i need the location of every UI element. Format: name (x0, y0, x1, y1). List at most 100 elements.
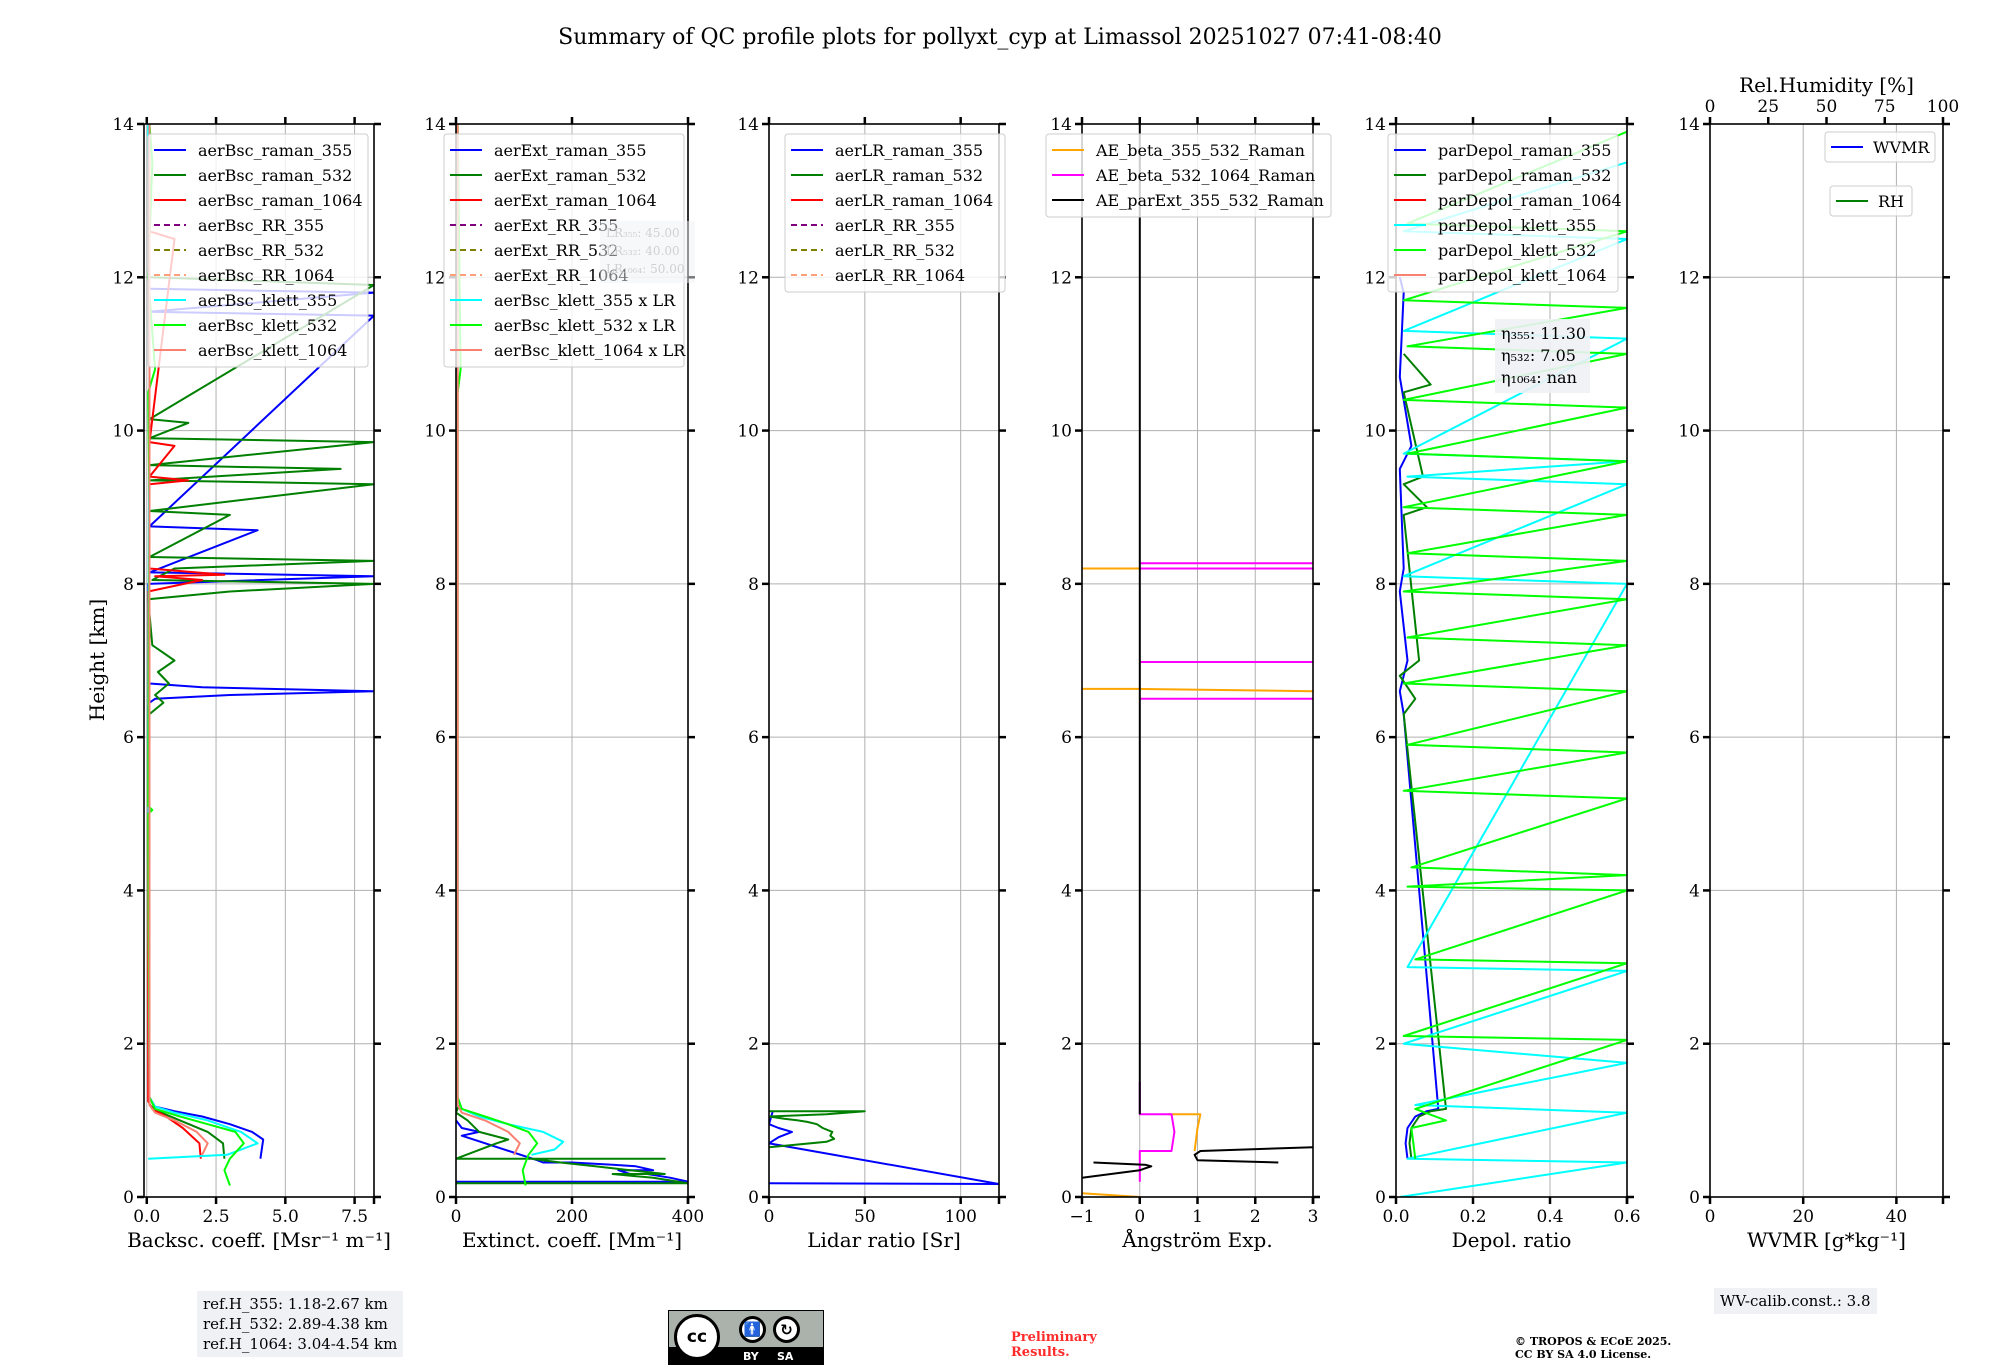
wv-calib-box: WV-calib.const.: 3.8 (1714, 1288, 1877, 1314)
legend-box-rh (1829, 185, 1913, 217)
y-tick-label: 6 (123, 728, 134, 748)
y-tick-label: 14 (1364, 115, 1386, 135)
legend-label: parDepol_raman_355 (1438, 141, 1611, 160)
series-line-aerext_raman_355 (456, 1119, 688, 1183)
legend-label: aerBsc_klett_1064 (198, 341, 347, 360)
legend-label: aerBsc_klett_355 (198, 291, 337, 310)
axes-frame (1395, 123, 1628, 1198)
y-tick-label: 0 (123, 1188, 134, 1208)
copyright-line-1: © TROPOS & ECoE 2025. (1515, 1335, 1672, 1348)
legend-label: parDepol_raman_532 (1438, 166, 1611, 185)
legend-label: aerExt_RR_355 (494, 216, 618, 235)
legend-label: aerExt_RR_1064 (494, 266, 629, 285)
x-tick-label: 40 (1886, 1207, 1908, 1227)
x-tick-label: 400 (672, 1207, 704, 1227)
x-tick-label: 2.5 (203, 1207, 230, 1227)
x-axis-label: Depol. ratio (1452, 1228, 1572, 1252)
x-tick-label: 200 (556, 1207, 588, 1227)
x-tick-label: 0.6 (1613, 1207, 1640, 1227)
legend-label: aerLR_raman_532 (835, 166, 983, 185)
y-tick-label: 12 (424, 268, 446, 288)
cc-icon: cc (674, 1314, 720, 1360)
legend-label: AE_parExt_355_532_Raman (1095, 191, 1324, 210)
y-tick-label: 6 (748, 728, 759, 748)
y-tick-label: 14 (1678, 115, 1700, 135)
x-tick-label: 0.0 (133, 1207, 160, 1227)
annotation-text: η₅₃₂: 7.05 (1501, 346, 1576, 365)
ref-heights-box: ref.H_355: 1.18-2.67 km ref.H_532: 2.89-… (197, 1291, 404, 1357)
legend-label: aerLR_RR_355 (835, 216, 955, 235)
legend-box (784, 133, 1006, 293)
series-line-ae_parext_355_532_raman (1193, 1146, 1313, 1164)
legend-label: aerBsc_raman_532 (198, 166, 352, 185)
y-tick-label: 2 (1375, 1035, 1386, 1055)
legend-label: aerBsc_klett_532 (198, 316, 337, 335)
legend-label: aerBsc_klett_532 x LR (494, 316, 676, 335)
legend-label: parDepol_raman_1064 (1438, 191, 1622, 210)
x-tick-label: 0.4 (1536, 1207, 1563, 1227)
legend-label: parDepol_klett_532 (1438, 241, 1596, 260)
annotation-text: LR₁₀₆₄: 50.00 (606, 262, 684, 276)
y-tick-label: 4 (1689, 881, 1700, 901)
x-tick-label: 100 (944, 1207, 976, 1227)
top-x-tick-label: 0 (1705, 97, 1716, 117)
series-line-pardepol_klett_355 (1399, 161, 1627, 1197)
legend-label: aerBsc_raman_355 (198, 141, 352, 160)
y-tick-label: 4 (1061, 881, 1072, 901)
y-tick-label: 2 (435, 1035, 446, 1055)
series-line-aerbsc_klett_1064-x-lr (456, 124, 521, 1156)
legend-label: aerLR_RR_1064 (835, 266, 965, 285)
y-tick-label: 8 (123, 575, 134, 595)
legend-box (147, 133, 369, 368)
series-line-aerlr_raman_532 (769, 1110, 866, 1149)
legend-label: aerExt_raman_1064 (494, 191, 657, 210)
x-tick-label: 0 (1705, 1207, 1716, 1227)
y-tick-label: 2 (123, 1035, 134, 1055)
series-line-pardepol_raman_355 (1398, 277, 1440, 1159)
x-tick-label: 0 (451, 1207, 462, 1227)
x-tick-label: −1 (1069, 1207, 1094, 1227)
copyright-note: © TROPOS & ECoE 2025. CC BY SA 4.0 Licen… (1515, 1335, 1671, 1361)
y-tick-label: 6 (435, 728, 446, 748)
preliminary-note: Preliminary Results. (1011, 1330, 1097, 1360)
annotation-text: LR₅₃₂: 40.00 (606, 244, 680, 258)
y-tick-label: 12 (112, 268, 134, 288)
legend-label: AE_beta_355_532_Raman (1095, 141, 1305, 160)
y-tick-label: 12 (737, 268, 759, 288)
legend-label: aerBsc_klett_355 x LR (494, 291, 676, 310)
legend-box (1387, 133, 1619, 293)
series-group (1082, 124, 1313, 1197)
preliminary-line-1: Preliminary (1011, 1330, 1097, 1345)
legend-label: aerBsc_klett_1064 x LR (494, 341, 686, 360)
legend-label: WVMR (1873, 138, 1930, 157)
x-tick-label: 7.5 (341, 1207, 368, 1227)
x-axis-label: Ångström Exp. (1121, 1227, 1272, 1252)
x-tick-label: 3 (1308, 1207, 1319, 1227)
panel-depol: 0 2 4 6 8 10 12 14 0.0 0.2 0.4 0.6 Depol. ratio parDe… (1364, 115, 1640, 1252)
y-tick-label: 14 (737, 115, 759, 135)
y-tick-label: 2 (1689, 1035, 1700, 1055)
legend-label: aerExt_raman_355 (494, 141, 647, 160)
y-tick-label: 8 (1375, 575, 1386, 595)
x-axis-label: WVMR [g*kg⁻¹] (1747, 1228, 1906, 1252)
annotation-box (1495, 319, 1590, 393)
legend-label: aerBsc_raman_1064 (198, 191, 363, 210)
y-tick-label: 14 (112, 115, 134, 135)
x-tick-label: 5.0 (272, 1207, 299, 1227)
y-tick-label: 12 (1050, 268, 1072, 288)
cc-by-label: BY (743, 1350, 759, 1363)
x-axis-label: Backsc. coeff. [Msr⁻¹ m⁻¹] (127, 1228, 391, 1252)
series-line-aerlr_raman_355 (769, 1110, 999, 1185)
legend-label: aerLR_raman_355 (835, 141, 983, 160)
annotation-text: LR₃₅₅: 45.00 (606, 226, 680, 240)
top-x-tick-label: 75 (1874, 97, 1896, 117)
series-group (769, 1110, 999, 1185)
y-tick-label: 0 (435, 1188, 446, 1208)
ref-height-355: ref.H_355: 1.18-2.67 km (203, 1295, 388, 1313)
y-tick-label: 8 (748, 575, 759, 595)
legend-label: aerBsc_RR_532 (198, 241, 324, 260)
y-tick-label: 10 (112, 422, 134, 442)
legend-label: aerBsc_RR_1064 (198, 266, 334, 285)
